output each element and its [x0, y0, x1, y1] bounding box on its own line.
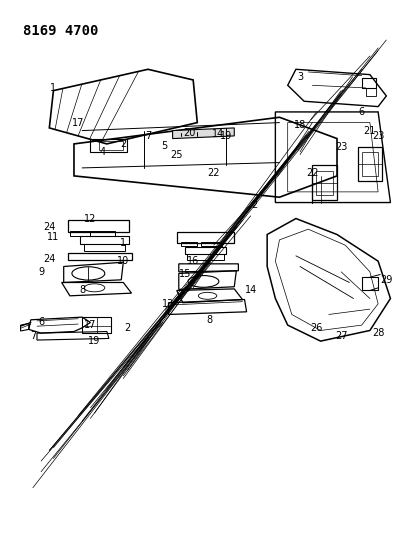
Ellipse shape [198, 292, 217, 300]
Text: 21: 21 [364, 126, 376, 135]
Text: 6: 6 [38, 318, 44, 327]
Bar [185, 247, 226, 254]
Bar [82, 317, 111, 333]
Text: 27: 27 [335, 331, 347, 341]
Text: 24: 24 [43, 222, 55, 231]
Bar [99, 141, 123, 150]
Bar [362, 277, 378, 290]
Text: 23: 23 [335, 142, 347, 151]
Polygon shape [173, 128, 234, 139]
Bar [312, 165, 337, 200]
Text: 17: 17 [72, 118, 84, 127]
Bar [90, 139, 127, 152]
Text: 22: 22 [208, 168, 220, 178]
Bar [177, 232, 234, 243]
Bar [366, 88, 376, 96]
Ellipse shape [72, 266, 105, 280]
Text: 28: 28 [372, 328, 384, 338]
Bar [187, 254, 224, 260]
Bar [362, 78, 376, 88]
Bar [316, 171, 333, 195]
Text: 4: 4 [100, 147, 106, 157]
Text: 3: 3 [297, 72, 303, 82]
Text: 1: 1 [51, 83, 56, 93]
Text: 5: 5 [161, 141, 168, 151]
Bar [90, 231, 115, 236]
Text: 8: 8 [207, 315, 212, 325]
Text: 19: 19 [88, 336, 101, 346]
Text: 8169 4700: 8169 4700 [23, 24, 98, 38]
Ellipse shape [84, 284, 105, 292]
Text: 25: 25 [171, 150, 183, 159]
Text: 15: 15 [179, 270, 191, 279]
Text: 17: 17 [84, 320, 97, 330]
Text: 2: 2 [124, 323, 131, 333]
Ellipse shape [188, 276, 219, 287]
Text: 14: 14 [245, 286, 257, 295]
Text: 26: 26 [310, 323, 323, 333]
Text: 9: 9 [38, 267, 44, 277]
Text: 19: 19 [220, 131, 232, 141]
Text: 18: 18 [294, 120, 306, 130]
Text: 23: 23 [372, 131, 384, 141]
Text: 22: 22 [306, 168, 319, 178]
Bar [80, 236, 129, 244]
Text: 20: 20 [183, 128, 195, 138]
Text: 6: 6 [359, 107, 365, 117]
Text: 8: 8 [79, 286, 85, 295]
Text: 14: 14 [212, 130, 224, 139]
Bar [181, 242, 197, 246]
Text: 24: 24 [43, 254, 55, 263]
Text: 10: 10 [117, 256, 129, 266]
Text: 16: 16 [187, 256, 199, 266]
Text: 29: 29 [380, 275, 393, 285]
Text: 1: 1 [120, 238, 126, 247]
Text: 12: 12 [84, 214, 97, 223]
Bar [358, 147, 382, 181]
Bar [201, 242, 222, 246]
Text: 2: 2 [252, 200, 258, 210]
Text: 2: 2 [120, 139, 127, 149]
Text: 13: 13 [162, 299, 175, 309]
Text: 11: 11 [47, 232, 60, 242]
Bar [68, 220, 129, 232]
Bar [362, 152, 378, 176]
Text: 7: 7 [145, 131, 151, 141]
Text: 7: 7 [30, 331, 36, 341]
Bar [70, 231, 90, 236]
Bar [84, 244, 125, 251]
